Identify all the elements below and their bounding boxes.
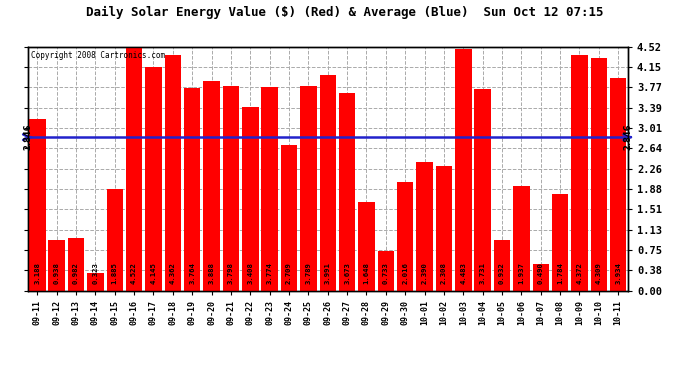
Bar xyxy=(184,88,200,291)
Bar xyxy=(435,166,452,291)
Bar xyxy=(571,55,588,291)
Bar xyxy=(475,89,491,291)
Text: 3.774: 3.774 xyxy=(266,262,273,284)
Text: 1.885: 1.885 xyxy=(112,262,118,284)
Text: 0.982: 0.982 xyxy=(73,262,79,284)
Bar xyxy=(204,81,220,291)
Text: 3.764: 3.764 xyxy=(189,262,195,284)
Bar xyxy=(68,238,84,291)
Text: 4.362: 4.362 xyxy=(170,262,176,284)
Bar xyxy=(242,107,259,291)
Bar xyxy=(48,240,65,291)
Bar xyxy=(455,49,471,291)
Text: 3.408: 3.408 xyxy=(247,262,253,284)
Text: 2.846: 2.846 xyxy=(623,124,633,150)
Bar xyxy=(262,87,278,291)
Text: 4.483: 4.483 xyxy=(460,262,466,284)
Text: 2.016: 2.016 xyxy=(402,262,408,284)
Text: 1.784: 1.784 xyxy=(557,262,563,284)
Text: 3.934: 3.934 xyxy=(615,262,621,284)
Text: 1.648: 1.648 xyxy=(364,262,369,284)
Text: Daily Solar Energy Value ($) (Red) & Average (Blue)  Sun Oct 12 07:15: Daily Solar Energy Value ($) (Red) & Ave… xyxy=(86,6,604,19)
Text: 0.733: 0.733 xyxy=(383,262,389,284)
Bar xyxy=(29,119,46,291)
Text: 2.709: 2.709 xyxy=(286,262,292,284)
Bar xyxy=(126,47,142,291)
Text: Copyright 2008 Cartronics.com: Copyright 2008 Cartronics.com xyxy=(30,51,165,60)
Text: 3.991: 3.991 xyxy=(325,262,331,284)
Bar xyxy=(610,78,627,291)
Bar xyxy=(397,182,413,291)
Text: 3.888: 3.888 xyxy=(208,262,215,284)
Bar xyxy=(87,273,104,291)
Text: 4.522: 4.522 xyxy=(131,262,137,284)
Text: 3.188: 3.188 xyxy=(34,262,40,284)
Bar xyxy=(591,58,607,291)
Text: 4.372: 4.372 xyxy=(576,262,582,284)
Text: 3.789: 3.789 xyxy=(306,262,311,284)
Bar xyxy=(281,144,297,291)
Text: 3.798: 3.798 xyxy=(228,262,234,284)
Text: 4.309: 4.309 xyxy=(596,262,602,284)
Bar xyxy=(106,189,123,291)
Bar xyxy=(223,86,239,291)
Text: 0.323: 0.323 xyxy=(92,262,99,284)
Text: 2.308: 2.308 xyxy=(441,262,447,284)
Bar xyxy=(494,240,511,291)
Text: 0.490: 0.490 xyxy=(538,262,544,284)
Bar xyxy=(377,251,394,291)
Text: 2.390: 2.390 xyxy=(422,262,428,284)
Bar xyxy=(358,202,375,291)
Text: 0.932: 0.932 xyxy=(499,262,505,284)
Text: 4.145: 4.145 xyxy=(150,262,157,284)
Text: 1.937: 1.937 xyxy=(518,262,524,284)
Text: 3.673: 3.673 xyxy=(344,262,350,284)
Bar xyxy=(300,86,317,291)
Bar xyxy=(319,75,336,291)
Bar xyxy=(513,186,530,291)
Text: 3.731: 3.731 xyxy=(480,262,486,284)
Text: 0.938: 0.938 xyxy=(54,262,59,284)
Bar xyxy=(552,194,569,291)
Bar xyxy=(165,56,181,291)
Bar xyxy=(339,93,355,291)
Bar xyxy=(416,162,433,291)
Bar xyxy=(533,264,549,291)
Text: 2.846: 2.846 xyxy=(23,124,32,150)
Bar xyxy=(145,67,161,291)
